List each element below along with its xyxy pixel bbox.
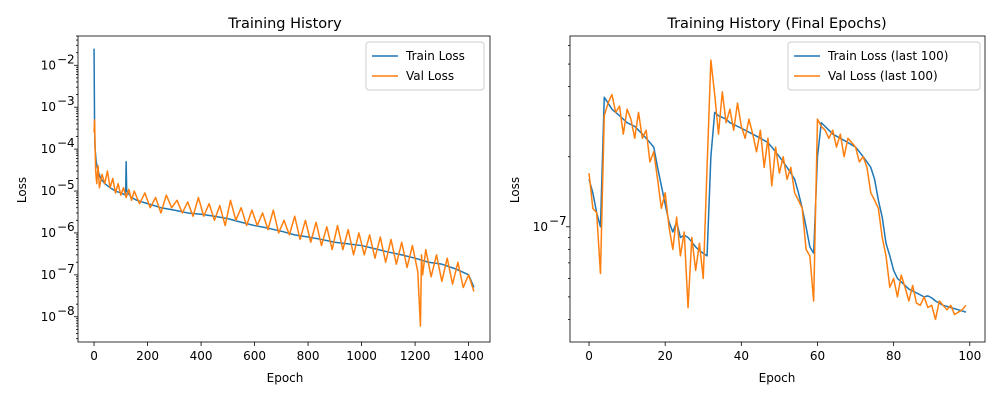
- y-tick-exponent: −6: [57, 220, 75, 234]
- x-axis-label: Epoch: [267, 371, 304, 385]
- x-tick-label: 0: [585, 349, 593, 363]
- y-tick-exponent: −3: [57, 94, 75, 108]
- y-tick-label: 10: [41, 184, 56, 198]
- x-tick-label: 800: [297, 349, 320, 363]
- y-axis-label: Loss: [508, 177, 522, 203]
- final-epochs-panel: Training History (Final Epochs) Epoch Lo…: [508, 16, 986, 385]
- legend-label-val: Val Loss: [406, 69, 454, 83]
- y-tick-exponent: −2: [57, 52, 75, 66]
- legend-label-train: Train Loss (last 100): [827, 49, 948, 63]
- x-tick-label: 60: [810, 349, 825, 363]
- x-tick-label: 1200: [400, 349, 431, 363]
- x-tick-label: 80: [886, 349, 901, 363]
- y-tick-label: 10: [41, 100, 56, 114]
- val-loss-line: [588, 59, 967, 321]
- x-tick-label: 20: [658, 349, 673, 363]
- y-ticks: 10 −7: [533, 45, 570, 320]
- y-tick-exponent: −5: [57, 178, 75, 192]
- legend-label-val: Val Loss (last 100): [828, 69, 938, 83]
- y-tick-label: 10: [41, 226, 56, 240]
- panel-title: Training History: [227, 16, 342, 32]
- y-tick-exponent: −7: [549, 214, 567, 228]
- plot-frame: [77, 35, 491, 343]
- y-tick-exponent: −8: [57, 304, 75, 318]
- x-ticks: 0 200 400 600 800 1000 1200 1400: [90, 342, 484, 363]
- x-tick-label: 400: [190, 349, 213, 363]
- legend: Train Loss Val Loss: [365, 41, 485, 91]
- x-tick-label: 0: [90, 349, 98, 363]
- train-loss-line: [93, 48, 475, 288]
- y-tick-exponent: −4: [57, 136, 75, 150]
- plot-frame: [569, 35, 986, 343]
- val-loss-line: [93, 119, 475, 327]
- panel-title: Training History (Final Epochs): [666, 16, 886, 32]
- y-tick-label: 10: [41, 142, 56, 156]
- x-axis-label: Epoch: [759, 371, 796, 385]
- x-tick-label: 1400: [453, 349, 484, 363]
- y-ticks: 10−810−710−610−510−410−310−2: [41, 35, 78, 340]
- x-tick-label: 200: [136, 349, 159, 363]
- x-tick-label: 40: [734, 349, 749, 363]
- y-tick-label: 10: [533, 220, 548, 234]
- series-group: [93, 48, 475, 327]
- legend-frame: [365, 41, 485, 91]
- y-tick-label: 10: [41, 58, 56, 72]
- legend-label-train: Train Loss: [405, 49, 465, 63]
- y-tick-label: 10: [41, 310, 56, 324]
- y-tick-label: 10: [41, 268, 56, 282]
- series-group: [588, 59, 967, 321]
- training-history-panel: Training History Epoch Loss 0 200 400 600 80…: [15, 16, 491, 385]
- legend-frame: [787, 41, 981, 91]
- x-tick-label: 100: [958, 349, 981, 363]
- y-axis-label: Loss: [15, 177, 29, 203]
- legend: Train Loss (last 100) Val Loss (last 100…: [787, 41, 981, 91]
- x-tick-label: 1000: [346, 349, 377, 363]
- y-tick-exponent: −7: [57, 262, 75, 276]
- x-tick-label: 600: [243, 349, 266, 363]
- x-ticks: 0 20 40 60 80 100: [585, 342, 981, 363]
